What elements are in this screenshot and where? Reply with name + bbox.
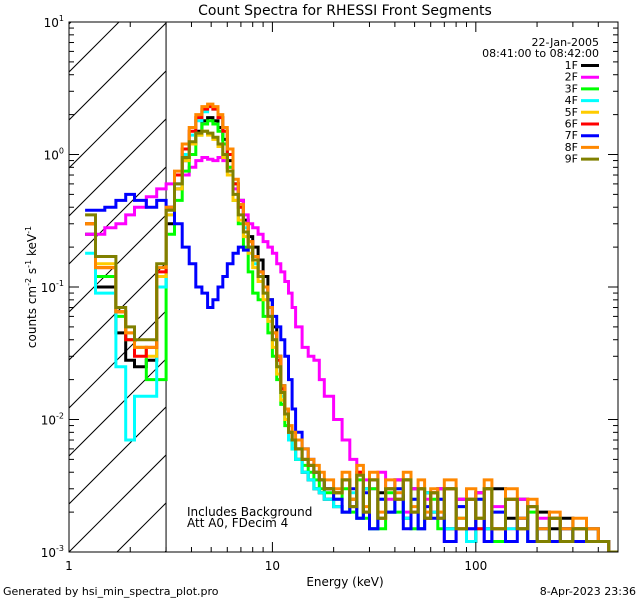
- y-axis-label-exp2: -1: [24, 260, 33, 268]
- hatch-line: [69, 454, 167, 552]
- hatch-line: [405, 22, 640, 552]
- x-tick-labels: 1 10 100: [65, 559, 487, 573]
- x-tick-label: 1: [65, 559, 73, 573]
- y-tick-label-exp: -1: [56, 279, 64, 288]
- y-axis-label-mid2: keV: [25, 233, 39, 260]
- x-tick-label: 100: [464, 559, 487, 573]
- series-9F-line: [85, 129, 618, 552]
- legend-label-2F: 2F: [565, 71, 578, 84]
- hatch-line: [0, 22, 23, 552]
- y-axis-label: counts cm-2 s-1 keV-1: [24, 226, 39, 348]
- y-tick-label: 101: [44, 14, 64, 30]
- x-tick-label: 10: [265, 559, 280, 573]
- y-tick-label-exp: -2: [56, 412, 64, 421]
- legend-label-6F: 6F: [565, 118, 578, 131]
- y-axis-label-mid1: s: [25, 268, 39, 278]
- legend-label-5F: 5F: [565, 106, 578, 119]
- y-tick-label-base: 10: [41, 281, 56, 295]
- y-tick-label: 10-1: [41, 279, 64, 295]
- legend-label-9F: 9F: [565, 153, 578, 166]
- time-range-label: 08:41:00 to 08:42:00: [482, 47, 599, 60]
- y-tick-label-base: 10: [41, 546, 56, 560]
- legend-label-1F: 1F: [565, 59, 578, 72]
- annotation-background: Includes Background: [187, 505, 312, 519]
- x-axis-label: Energy (keV): [306, 575, 383, 589]
- footer-timestamp: 8-Apr-2023 23:36: [540, 585, 636, 598]
- legend-label-3F: 3F: [565, 82, 578, 95]
- hatch-line: [69, 406, 167, 505]
- y-tick-label-base: 10: [44, 149, 59, 163]
- legend-label-7F: 7F: [565, 129, 578, 142]
- y-tick-label: 100: [44, 147, 64, 163]
- series-2F-line: [85, 156, 618, 552]
- y-tick-label: 10-2: [41, 412, 64, 428]
- y-tick-label-base: 10: [44, 16, 59, 30]
- chart-title: Count Spectra for RHESSI Front Segments: [198, 3, 492, 19]
- date-label: 22-Jan-2005: [532, 36, 600, 49]
- y-axis-label-base: counts cm: [25, 286, 39, 348]
- series-8F-line: [85, 102, 618, 552]
- footer-generated-by: Generated by hsi_min_spectra_plot.pro: [3, 585, 219, 598]
- y-tick-label: 10-3: [41, 544, 64, 560]
- series-layer: [85, 102, 618, 552]
- annotation-attenuator: Att A0, FDecim 4: [187, 516, 288, 530]
- y-tick-label-exp: 1: [59, 14, 64, 23]
- legend-label-8F: 8F: [565, 141, 578, 154]
- y-tick-label-base: 10: [41, 414, 56, 428]
- y-axis-label-exp1: -2: [24, 278, 33, 286]
- hatch-line: [69, 70, 167, 169]
- y-tick-label-exp: -3: [56, 544, 64, 553]
- hatch-line: [69, 262, 167, 361]
- y-tick-label-exp: 0: [59, 147, 64, 156]
- legend-label-4F: 4F: [565, 94, 578, 107]
- hatch-line: [69, 22, 167, 121]
- y-axis-label-exp3: -1: [24, 226, 33, 234]
- axis-ticks: [68, 21, 619, 553]
